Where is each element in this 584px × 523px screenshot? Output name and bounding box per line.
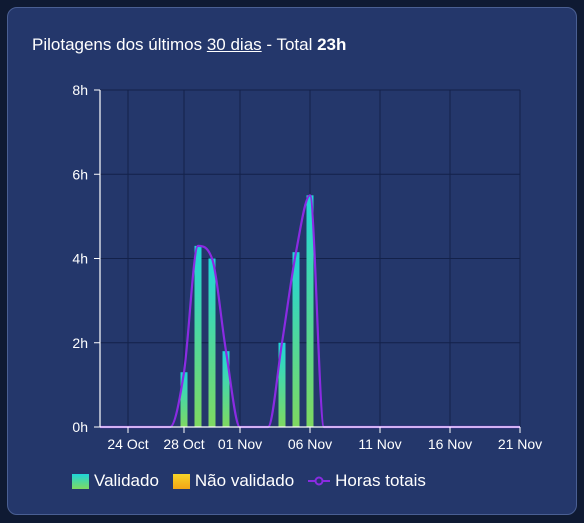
- x-tick-label: 06 Nov: [288, 436, 332, 452]
- title-separator: - Total: [261, 35, 318, 54]
- not-validated-swatch: [172, 473, 190, 489]
- bar-validated: [208, 258, 216, 427]
- title-prefix: Pilotagens dos últimos: [32, 35, 207, 54]
- validated-swatch: [72, 473, 89, 489]
- bar-validated: [180, 372, 188, 427]
- y-tick-label: 8h: [72, 82, 88, 98]
- x-tick-label: 21 Nov: [498, 436, 542, 452]
- card-title: Pilotagens dos últimos 30 dias - Total 2…: [32, 35, 346, 55]
- x-tick-label: 24 Oct: [107, 436, 148, 452]
- chart-legend: Validado Não validado Horas totais: [72, 471, 426, 491]
- x-tick-label: 28 Oct: [163, 436, 204, 452]
- bar-validated: [278, 342, 286, 427]
- bars: [180, 195, 314, 427]
- legend-not-validated[interactable]: Não validado: [172, 471, 295, 491]
- legend-not-validated-label: Não validado: [194, 471, 295, 490]
- x-tick-label: 11 Nov: [358, 436, 401, 452]
- legend-validated-label: Validado: [94, 471, 159, 490]
- x-tick-label: 16 Nov: [428, 436, 472, 452]
- bar-validated: [306, 195, 314, 427]
- period-link[interactable]: 30 dias: [206, 35, 262, 54]
- legend-total-hours[interactable]: Horas totais: [308, 471, 426, 491]
- axes: 0h 2h 4h 6h 8h 24 Oct 28 Oct 01 Nov 06 Nov 11 Nov…: [72, 82, 542, 452]
- total-hours-value: 23h: [317, 35, 347, 54]
- bar-validated: [292, 252, 300, 427]
- legend-validated[interactable]: Validado: [72, 471, 159, 491]
- bar-validated: [194, 245, 202, 427]
- line-marker-icon: [308, 476, 331, 486]
- legend-total-hours-label: Horas totais: [335, 471, 426, 490]
- x-tick-label: 01 Nov: [218, 436, 262, 452]
- pilot-hours-card: Pilotagens dos últimos 30 dias - Total 2…: [7, 7, 577, 515]
- y-tick-label: 2h: [72, 335, 88, 351]
- y-tick-label: 4h: [72, 251, 88, 267]
- bar-validated: [222, 351, 230, 427]
- y-tick-label: 0h: [72, 419, 88, 435]
- y-tick-label: 6h: [72, 166, 88, 182]
